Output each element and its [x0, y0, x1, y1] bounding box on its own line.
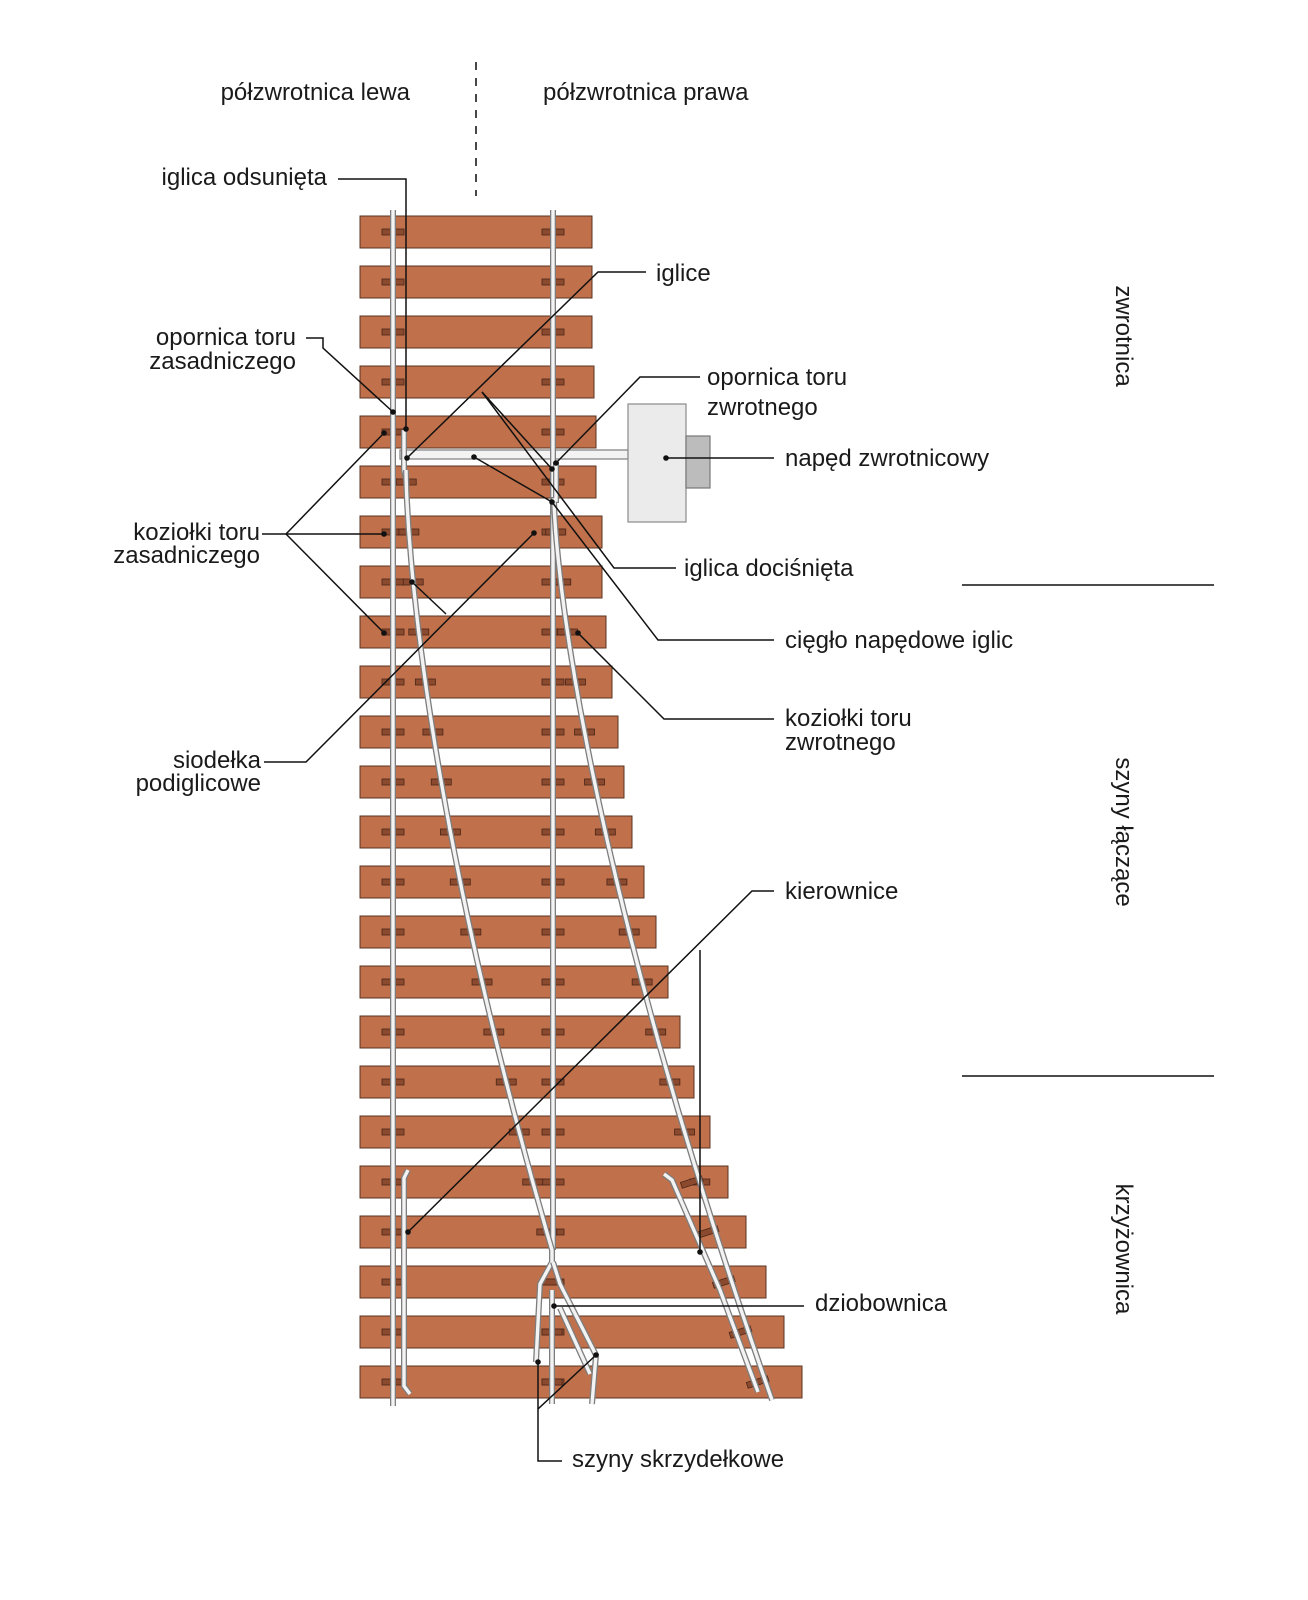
label-slide-chairs: siodełka [173, 747, 262, 774]
sleeper [359, 1365, 803, 1399]
section-closure-rails: szyny łączące [1110, 757, 1137, 906]
leader-diverging-chairs [577, 632, 774, 720]
frog-nose-rail [550, 1261, 600, 1405]
leader-slide-chairs [264, 532, 535, 763]
label-main-chairs-2: zasadniczego [113, 542, 260, 569]
label-main-chairs: koziołki toru [133, 519, 260, 546]
label-diverging-chairs-2: zwrotnego [785, 729, 896, 756]
label-frog-nose: dziobownica [815, 1290, 948, 1317]
leader-main-stock-rail [306, 337, 394, 413]
sleeper [359, 1065, 695, 1099]
label-closed-switch-blade: iglica dociśnięta [684, 555, 854, 582]
label-slide-chairs-2: podiglicowe [136, 770, 261, 797]
rails [390, 210, 775, 1406]
sleeper [359, 915, 657, 949]
header-right-half: półzwrotnica prawa [543, 79, 749, 106]
leader-lines [262, 178, 804, 1462]
check-rail-left [401, 1168, 413, 1396]
label-check-rails: kierownice [785, 878, 898, 905]
label-main-stock-rail: opornica toru [156, 324, 296, 351]
section-switch: zwrotnica [1110, 285, 1137, 387]
leader-wing-rails [537, 1354, 597, 1462]
label-wing-rails: szyny skrzydełkowe [572, 1446, 784, 1473]
labels: półzwrotnica lewa półzwrotnica prawa igl… [113, 79, 1137, 1473]
leader-slide-chairs-2 [411, 581, 447, 615]
sleeper [359, 1115, 711, 1149]
closure-rail-right [550, 462, 775, 1401]
wing-rail-inner [557, 1306, 593, 1376]
leader-diverging-stock-rail [555, 376, 700, 464]
label-diverging-stock-rail-2: zwrotnego [707, 394, 818, 421]
point-machine-body [627, 403, 687, 523]
sleeper [359, 815, 633, 849]
label-drive-rod: cięgło napędowe iglic [785, 627, 1013, 654]
point-machine [627, 403, 711, 523]
header-left-half: półzwrotnica lewa [221, 79, 411, 106]
leader-main-chairs-c [285, 533, 385, 634]
sleeper [359, 965, 669, 999]
sleeper [359, 1015, 681, 1049]
label-switch-blades: iglice [656, 260, 711, 287]
section-crossing: krzyżownica [1110, 1184, 1137, 1315]
leader-closed-blade-2 [481, 391, 553, 470]
closure-rail-left [403, 469, 555, 1363]
label-diverging-chairs: koziołki toru [785, 705, 912, 732]
label-main-stock-rail-2: zasadniczego [149, 348, 296, 375]
label-diverging-stock-rail: opornica toru [707, 364, 847, 391]
label-open-switch-blade: iglica odsunięta [162, 164, 328, 191]
point-machine-motor [685, 435, 711, 489]
leader-drive-rod-2 [473, 456, 553, 503]
leader-closed-blade [481, 391, 676, 569]
drive-rod [399, 449, 629, 460]
leader-switch-blades [406, 271, 646, 459]
check-rail-right [662, 1171, 761, 1394]
label-point-machine: napęd zwrotnicowy [785, 445, 989, 472]
leader-drive-rod [551, 501, 774, 641]
leader-check-rails [407, 890, 774, 1233]
leader-open-blade [338, 178, 407, 429]
sleeper [359, 865, 645, 899]
